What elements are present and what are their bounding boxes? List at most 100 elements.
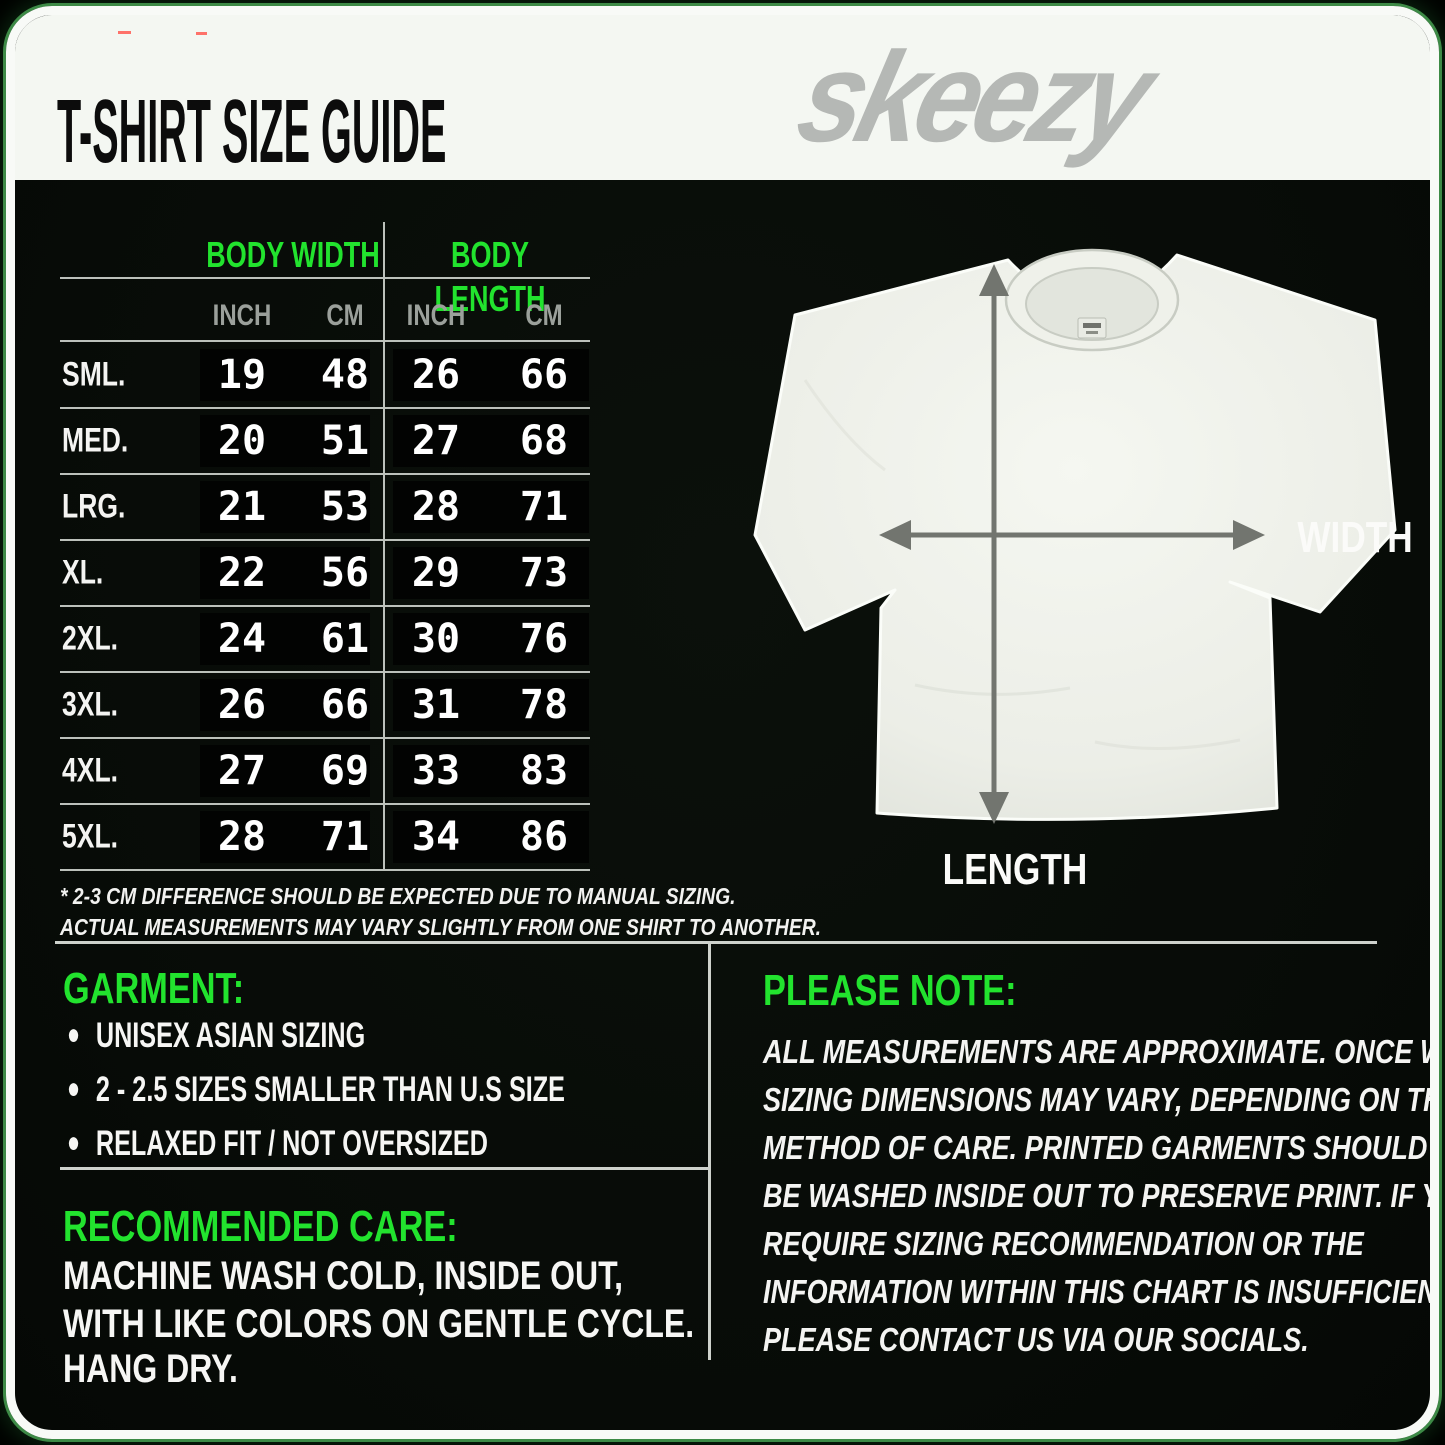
length-inch-value: 31 — [411, 682, 461, 728]
bullet-dot: ● — [67, 1018, 81, 1051]
red-artifact — [118, 31, 131, 34]
page-title: T-SHIRT SIZE GUIDE — [57, 82, 447, 182]
value-chip — [393, 613, 589, 665]
value-chip — [200, 415, 370, 467]
length-cm-value: 73 — [519, 550, 569, 596]
width-inch-value: 19 — [217, 352, 267, 398]
value-chip — [393, 679, 589, 731]
table-rule — [60, 869, 590, 871]
table-rule — [60, 473, 590, 475]
horizontal-divider — [55, 941, 1377, 944]
length-inch-value: 29 — [411, 550, 461, 596]
table-row: MED. 20 51 27 68 — [60, 408, 590, 474]
neck-tag-print — [1083, 323, 1101, 328]
length-cm-value: 83 — [519, 748, 569, 794]
length-inch-value: 28 — [411, 484, 461, 530]
arrow-up-icon — [979, 264, 1009, 296]
footnote-line: * 2-3 CM DIFFERENCE SHOULD BE EXPECTED D… — [60, 883, 736, 909]
footnote-line: ACTUAL MEASUREMENTS MAY VARY SLIGHTLY FR… — [60, 914, 822, 940]
care-line: MACHINE WASH COLD, INSIDE OUT, — [63, 1254, 624, 1298]
value-chip — [200, 811, 370, 863]
width-inch-value: 27 — [217, 748, 267, 794]
width-inch-value: 20 — [217, 418, 267, 464]
size-label: SML. — [62, 355, 126, 394]
width-cm-value: 48 — [320, 352, 370, 398]
card: T-SHIRT SIZE GUIDE skeezy BODY WIDTH BOD… — [6, 6, 1439, 1439]
width-label: WIDTH — [1297, 513, 1413, 562]
garment-bullet: ● RELAXED FIT / NOT OVERSIZED — [67, 1119, 488, 1167]
length-inch-value: 33 — [411, 748, 461, 794]
size-label: LRG. — [62, 487, 126, 526]
value-chip — [200, 679, 370, 731]
note-heading: PLEASE NOTE: — [763, 966, 1017, 1015]
table-row: 2XL. 24 61 30 76 — [60, 606, 590, 672]
tshirt-diagram — [753, 248, 1397, 824]
note-text: ALL MEASUREMENTS ARE APPROXIMATE. ONCE W… — [763, 1028, 1439, 1364]
note-line: SIZING DIMENSIONS MAY VARY, DEPENDING ON… — [763, 1081, 1439, 1118]
width-inch-value: 21 — [217, 484, 267, 530]
table-vertical-divider — [383, 222, 385, 871]
garment-care-divider — [60, 1167, 710, 1170]
note-line: BE WASHED INSIDE OUT TO PRESERVE PRINT. … — [763, 1177, 1439, 1214]
length-inch-value: 26 — [411, 352, 461, 398]
table-row: 3XL. 26 66 31 78 — [60, 672, 590, 738]
note-line: PLEASE CONTACT US VIA OUR SOCIALS. — [763, 1321, 1309, 1358]
width-cm-value: 69 — [320, 748, 370, 794]
brand-logo: skeezy — [785, 26, 1162, 169]
length-cm-value: 68 — [519, 418, 569, 464]
unit-header-length-cm: CM — [525, 299, 563, 332]
length-inch-value: 27 — [411, 418, 461, 464]
unit-header-length-inch: INCH — [406, 299, 466, 332]
value-chip — [200, 613, 370, 665]
care-line: WITH LIKE COLORS ON GENTLE CYCLE. — [63, 1302, 695, 1346]
collar-inner — [1025, 267, 1159, 341]
wrinkle — [914, 683, 1071, 696]
note-line: INFORMATION WITHIN THIS CHART IS INSUFFI… — [763, 1273, 1439, 1310]
table-rule — [60, 605, 590, 607]
garment-heading: GARMENT: — [63, 964, 245, 1013]
width-inch-value: 28 — [217, 814, 267, 860]
value-chip — [200, 745, 370, 797]
table-row: XL. 22 56 29 73 — [60, 540, 590, 606]
table-group-header-width: BODY WIDTH — [206, 234, 380, 275]
wrinkle — [803, 379, 886, 472]
size-label: XL. — [62, 553, 104, 592]
garment-bullet: ● UNISEX ASIAN SIZING — [67, 1011, 365, 1059]
width-cm-value: 66 — [320, 682, 370, 728]
width-cm-value: 61 — [320, 616, 370, 662]
value-chip — [393, 415, 589, 467]
note-line: METHOD OF CARE. PRINTED GARMENTS SHOULD … — [763, 1129, 1430, 1166]
value-chip — [200, 481, 370, 533]
length-cm-value: 66 — [519, 352, 569, 398]
value-chip — [200, 349, 370, 401]
width-cm-value: 56 — [320, 550, 370, 596]
header-band: T-SHIRT SIZE GUIDE skeezy — [15, 15, 1430, 180]
table-rule — [60, 340, 590, 342]
vertical-divider — [708, 941, 711, 1360]
unit-header-width-cm: CM — [326, 299, 364, 332]
width-cm-value: 53 — [320, 484, 370, 530]
table-row: 4XL. 27 69 33 83 — [60, 738, 590, 804]
table-group-header-length: BODY LENGTH — [434, 234, 546, 319]
value-chip — [393, 547, 589, 599]
size-label: 2XL. — [62, 619, 119, 658]
width-inch-value: 26 — [217, 682, 267, 728]
size-label: 3XL. — [62, 685, 119, 724]
bullet-dot: ● — [67, 1126, 81, 1159]
size-label: MED. — [62, 421, 129, 460]
value-chip — [393, 745, 589, 797]
width-cm-value: 51 — [320, 418, 370, 464]
neck-tag-print — [1086, 331, 1098, 334]
value-chip — [393, 349, 589, 401]
red-artifact — [196, 32, 207, 35]
care-heading: RECOMMENDED CARE: — [63, 1202, 458, 1251]
unit-header-width-inch: INCH — [212, 299, 272, 332]
value-chip — [393, 811, 589, 863]
arrow-left-icon — [879, 520, 911, 550]
size-label: 5XL. — [62, 817, 119, 856]
table-rule — [60, 539, 590, 541]
table-row: 5XL. 28 71 34 86 — [60, 804, 590, 870]
length-inch-value: 30 — [411, 616, 461, 662]
width-cm-value: 71 — [320, 814, 370, 860]
